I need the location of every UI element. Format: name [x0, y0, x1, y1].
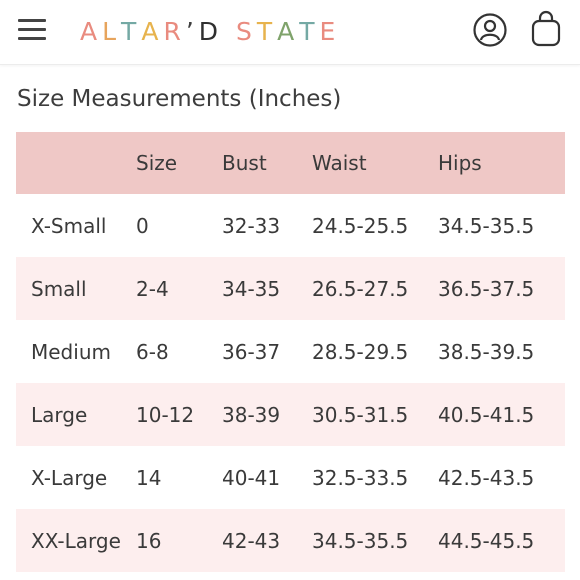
bust-cell: 34-35 [222, 276, 281, 301]
table-row: X-Large 14 40-41 32.5-33.5 42.5-43.5 [16, 446, 565, 509]
logo-letter: A [80, 16, 103, 46]
bust-cell: 38-39 [222, 402, 281, 427]
bust-cell: 40-41 [222, 465, 281, 490]
table-row: Medium 6-8 36-37 28.5-29.5 38.5-39.5 [16, 320, 565, 383]
logo-letter: A [141, 16, 164, 46]
user-account-icon[interactable] [472, 12, 508, 48]
table-header-row: Size Bust Waist Hips [16, 132, 565, 194]
table-row: Small 2-4 34-35 26.5-27.5 36.5-37.5 [16, 257, 565, 320]
logo-letter: R [163, 16, 186, 46]
column-header-waist: Waist [312, 151, 367, 175]
size-name-cell: XX-Large [31, 528, 121, 553]
size-number-cell: 10-12 [136, 402, 195, 427]
hips-cell: 44.5-45.5 [438, 528, 535, 553]
logo-letter: T [121, 16, 142, 46]
hips-cell: 38.5-39.5 [438, 339, 535, 364]
table-row: Large 10-12 38-39 30.5-31.5 40.5-41.5 [16, 383, 565, 446]
column-header-label [16, 132, 136, 194]
logo-letter: T [299, 16, 320, 46]
column-header-bust: Bust [222, 151, 267, 175]
size-name-cell: Medium [31, 339, 111, 364]
size-measurements-table: Size Bust Waist Hips X-Small 0 32-33 24.… [16, 132, 565, 572]
waist-cell: 24.5-25.5 [312, 213, 409, 238]
table-row: XX-Large 16 42-43 34.5-35.5 44.5-45.5 [16, 509, 565, 572]
hips-cell: 34.5-35.5 [438, 213, 535, 238]
size-name-cell: Small [31, 276, 87, 301]
logo-letter: A [277, 16, 300, 46]
size-name-cell: Large [31, 402, 88, 427]
logo-letter: E [319, 16, 341, 46]
waist-cell: 28.5-29.5 [312, 339, 409, 364]
size-name-cell: X-Small [31, 213, 107, 238]
hips-cell: 36.5-37.5 [438, 276, 535, 301]
size-number-cell: 6-8 [136, 339, 169, 364]
bust-cell: 42-43 [222, 528, 281, 553]
logo-letter [223, 17, 236, 46]
waist-cell: 30.5-31.5 [312, 402, 409, 427]
size-number-cell: 0 [136, 213, 149, 238]
column-header-size: Size [136, 151, 178, 175]
logo-letter: L [102, 16, 122, 46]
hips-cell: 42.5-43.5 [438, 465, 535, 490]
size-name-cell: X-Large [31, 465, 108, 490]
hamburger-menu-icon[interactable] [18, 18, 46, 40]
waist-cell: 26.5-27.5 [312, 276, 409, 301]
logo-letter: T [256, 16, 278, 46]
waist-cell: 34.5-35.5 [312, 528, 409, 553]
logo-letter: ’ [185, 16, 199, 46]
logo-letter: S [235, 16, 257, 46]
size-number-cell: 2-4 [136, 276, 169, 301]
page-title: Size Measurements (Inches) [17, 86, 342, 112]
hips-cell: 40.5-41.5 [438, 402, 535, 427]
bust-cell: 36-37 [222, 339, 281, 364]
table-row: X-Small 0 32-33 24.5-25.5 34.5-35.5 [16, 194, 565, 257]
size-number-cell: 14 [136, 465, 162, 490]
bust-cell: 32-33 [222, 213, 281, 238]
waist-cell: 32.5-33.5 [312, 465, 409, 490]
size-number-cell: 16 [136, 528, 162, 553]
shopping-bag-icon[interactable] [528, 10, 564, 48]
logo-letter: D [198, 16, 224, 46]
column-header-hips: Hips [438, 151, 482, 175]
